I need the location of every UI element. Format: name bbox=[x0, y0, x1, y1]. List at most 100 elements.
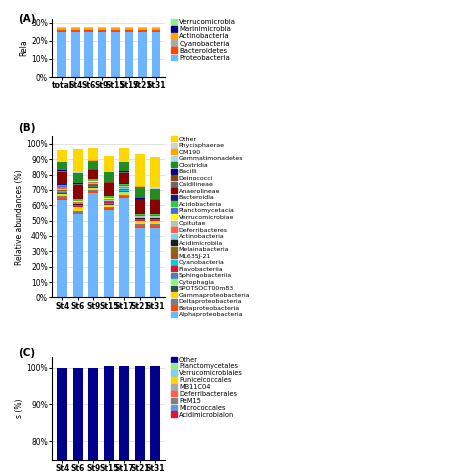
Bar bbox=[119, 147, 129, 161]
Bar bbox=[104, 196, 114, 198]
Bar bbox=[73, 202, 83, 203]
Bar bbox=[57, 198, 67, 200]
Bar bbox=[88, 193, 98, 297]
Bar bbox=[57, 172, 67, 184]
Bar bbox=[138, 28, 147, 29]
Bar bbox=[88, 190, 98, 191]
Bar bbox=[125, 27, 133, 28]
Bar bbox=[98, 32, 107, 77]
Bar bbox=[98, 28, 107, 29]
Bar bbox=[119, 187, 129, 188]
Bar bbox=[104, 172, 114, 182]
Bar bbox=[73, 173, 83, 183]
Bar bbox=[119, 195, 129, 196]
Bar bbox=[88, 182, 98, 183]
Legend: Other, Phycisphaerae, OM190, Gemmatimonadetes, Clostridia, Bacilli, Deinococci, : Other, Phycisphaerae, OM190, Gemmatimona… bbox=[171, 136, 250, 318]
Bar bbox=[119, 184, 129, 185]
Bar bbox=[135, 222, 145, 225]
Bar bbox=[57, 184, 67, 186]
Bar bbox=[152, 28, 160, 29]
Bar bbox=[88, 185, 98, 186]
Bar bbox=[152, 30, 160, 32]
Bar bbox=[138, 29, 147, 30]
Bar bbox=[150, 200, 160, 213]
Bar bbox=[135, 220, 145, 221]
Bar bbox=[119, 162, 129, 171]
Bar bbox=[88, 179, 98, 181]
Bar bbox=[111, 32, 120, 77]
Bar bbox=[138, 32, 147, 77]
Bar bbox=[84, 30, 93, 32]
Bar bbox=[73, 185, 83, 199]
Bar bbox=[57, 196, 67, 198]
Bar bbox=[73, 213, 83, 215]
Y-axis label: s (%): s (%) bbox=[15, 399, 24, 418]
Bar bbox=[135, 155, 145, 186]
Bar bbox=[150, 157, 160, 187]
Bar bbox=[135, 200, 145, 213]
Bar bbox=[104, 202, 114, 203]
Bar bbox=[57, 189, 67, 190]
Bar bbox=[150, 189, 160, 199]
Bar bbox=[71, 27, 80, 28]
Bar bbox=[104, 156, 114, 171]
Bar bbox=[104, 210, 114, 297]
Bar bbox=[88, 368, 98, 474]
Bar bbox=[135, 217, 145, 218]
Bar bbox=[88, 188, 98, 190]
Bar bbox=[57, 191, 67, 192]
Bar bbox=[135, 225, 145, 226]
Bar bbox=[84, 32, 93, 77]
Bar bbox=[98, 30, 107, 32]
Bar bbox=[73, 199, 83, 201]
Bar bbox=[104, 366, 114, 474]
Bar bbox=[135, 228, 145, 297]
Bar bbox=[125, 32, 133, 77]
Text: (A): (A) bbox=[18, 14, 36, 24]
Bar bbox=[138, 27, 147, 28]
Bar bbox=[57, 162, 67, 171]
Bar bbox=[71, 32, 80, 77]
Legend: Other, Planctomycetales, Verrucomicrobiales, Puniceicoccales, MB11C04, Deferriba: Other, Planctomycetales, Verrucomicrobia… bbox=[171, 356, 243, 418]
Bar bbox=[150, 220, 160, 221]
Bar bbox=[73, 215, 83, 297]
Bar bbox=[104, 204, 114, 207]
Bar bbox=[57, 368, 67, 474]
Bar bbox=[57, 150, 67, 161]
Bar bbox=[138, 30, 147, 32]
Bar bbox=[135, 226, 145, 228]
Bar bbox=[104, 183, 114, 196]
Bar bbox=[152, 32, 160, 77]
Bar bbox=[119, 196, 129, 198]
Bar bbox=[84, 29, 93, 30]
Text: (B): (B) bbox=[18, 123, 36, 133]
Bar bbox=[57, 27, 66, 28]
Bar bbox=[57, 187, 67, 189]
Bar bbox=[57, 194, 67, 196]
Bar bbox=[88, 148, 98, 160]
Bar bbox=[57, 28, 66, 29]
Bar bbox=[104, 209, 114, 210]
Bar bbox=[73, 209, 83, 210]
Legend: Verrucomicrobia, Marinimicrobia, Actinobacteria, Cyanobacteria, Bacteroidetes, P: Verrucomicrobia, Marinimicrobia, Actinob… bbox=[171, 19, 237, 61]
Bar bbox=[73, 368, 83, 474]
Bar bbox=[104, 200, 114, 201]
Bar bbox=[150, 225, 160, 226]
Bar bbox=[88, 170, 98, 179]
Bar bbox=[104, 207, 114, 209]
Bar bbox=[104, 199, 114, 200]
Text: (C): (C) bbox=[18, 348, 35, 358]
Bar bbox=[71, 29, 80, 30]
Y-axis label: Relative abundances (%): Relative abundances (%) bbox=[15, 169, 24, 264]
Bar bbox=[125, 28, 133, 29]
Bar bbox=[119, 193, 129, 195]
Bar bbox=[150, 222, 160, 225]
Bar bbox=[57, 30, 66, 32]
Bar bbox=[119, 198, 129, 297]
Bar bbox=[119, 366, 129, 474]
Bar bbox=[119, 188, 129, 189]
Bar bbox=[73, 149, 83, 171]
Bar bbox=[135, 187, 145, 198]
Bar bbox=[125, 30, 133, 32]
Bar bbox=[111, 29, 120, 30]
